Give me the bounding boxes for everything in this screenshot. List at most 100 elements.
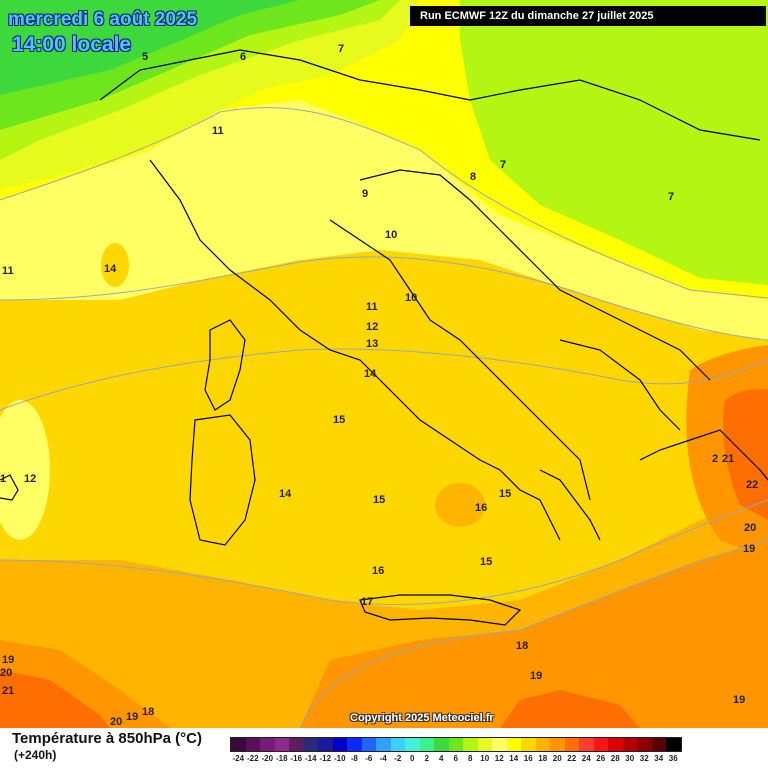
color-swatch — [463, 738, 478, 751]
color-swatch — [231, 738, 246, 751]
color-swatch — [434, 738, 449, 751]
map-value: 19 — [530, 670, 542, 682]
scale-tick-label: -6 — [365, 754, 373, 763]
map-value: 19 — [743, 543, 755, 555]
color-swatch — [245, 738, 260, 751]
scale-tick-label: 14 — [509, 754, 519, 763]
color-swatch — [666, 738, 681, 751]
map-value: 7 — [500, 159, 506, 171]
zone-22-south — [500, 690, 640, 728]
map-value: 15 — [373, 494, 385, 506]
forecast-date: mercredi 6 août 2025 — [8, 9, 198, 30]
scale-tick-label: 30 — [625, 754, 635, 763]
map-value: 8 — [470, 171, 476, 183]
scale-tick-label: 6 — [453, 754, 458, 763]
color-swatch — [303, 738, 318, 751]
map-value: 20 — [0, 667, 12, 679]
coastlines — [0, 49, 768, 626]
map-value: 12 — [24, 473, 36, 485]
map-value: 1 — [0, 473, 6, 485]
legend-footer: Température à 850hPa (°C) (+240h) -24 -22… — [0, 728, 768, 768]
scale-tick-label: 22 — [567, 754, 577, 763]
color-swatch — [361, 738, 376, 751]
zone-14-spot — [101, 243, 129, 287]
scale-tick-label: 2 — [424, 754, 429, 763]
color-swatch — [593, 738, 608, 751]
scale-tick-label: 28 — [610, 754, 620, 763]
color-swatch — [608, 738, 623, 751]
scale-tick-label: 4 — [439, 754, 444, 763]
isotherm-lines — [0, 107, 768, 728]
zone-22-sw — [0, 670, 110, 728]
map-value: 9 — [362, 188, 368, 200]
color-swatch — [637, 738, 652, 751]
map-value: 16 — [372, 565, 384, 577]
color-swatch — [477, 738, 492, 751]
zone-20 — [300, 540, 768, 728]
color-swatch — [347, 738, 362, 751]
scale-tick-label: -24 — [232, 754, 245, 763]
map-value: 12 — [366, 321, 378, 333]
map-value: 6 — [240, 51, 246, 63]
color-swatch — [492, 738, 507, 751]
zone-8-east — [460, 0, 768, 285]
color-swatch — [289, 738, 304, 751]
copyright-notice: Copyright 2025 Meteociel.fr — [350, 712, 494, 724]
scale-tick-label: 8 — [468, 754, 473, 763]
map-value: 2 — [712, 453, 718, 465]
scale-tick-label: -20 — [261, 754, 274, 763]
color-swatch — [332, 738, 347, 751]
map-value: 14 — [364, 368, 377, 380]
map-value: 19 — [2, 654, 14, 666]
map-value: 15 — [333, 414, 345, 426]
map-value: 21 — [2, 685, 14, 697]
scale-tick-label: 12 — [494, 754, 504, 763]
map-value: 19 — [126, 711, 138, 723]
scale-tick-label: 18 — [538, 754, 548, 763]
color-swatch — [564, 738, 579, 751]
color-swatch — [376, 738, 391, 751]
map-value: 7 — [668, 191, 674, 203]
color-swatch — [405, 738, 420, 751]
zone-22-east — [723, 389, 768, 520]
scale-tick-label: 0 — [410, 754, 415, 763]
map-value: 18 — [142, 706, 154, 718]
scale-tick-label: 34 — [654, 754, 664, 763]
color-swatch — [390, 738, 405, 751]
color-swatch — [506, 738, 521, 751]
scale-tick-label: -4 — [379, 754, 387, 763]
scale-tick-label: -16 — [290, 754, 303, 763]
color-swatch — [521, 738, 536, 751]
color-swatch — [419, 738, 434, 751]
scale-tick-label: 26 — [596, 754, 606, 763]
color-swatch — [448, 738, 463, 751]
map-value: 22 — [746, 479, 758, 491]
map-value: 13 — [366, 338, 378, 350]
map-value: 20 — [110, 716, 122, 728]
temperature-map: 5 6 7 11 8 7 7 9 10 10 11 14 11 12 13 14… — [0, 0, 768, 728]
scale-tick-label: 20 — [552, 754, 562, 763]
zone-16-spot — [435, 483, 485, 527]
map-value: 19 — [733, 694, 745, 706]
color-swatch — [535, 738, 550, 751]
model-run-banner: Run ECMWF 12Z du dimanche 27 juillet 202… — [410, 6, 766, 26]
color-scale — [230, 737, 682, 752]
zone-2 — [0, 0, 300, 95]
color-swatch — [622, 738, 637, 751]
map-value: 5 — [142, 51, 148, 63]
color-swatch — [260, 738, 275, 751]
scale-tick-label: 10 — [480, 754, 490, 763]
map-value: 11 — [366, 301, 378, 313]
scale-tick-label: -12 — [319, 754, 332, 763]
map-value: 11 — [212, 125, 224, 137]
scale-tick-label: -18 — [275, 754, 288, 763]
forecast-time: 14:00 locale — [12, 33, 132, 56]
map-value: 7 — [338, 43, 344, 55]
scale-tick-label: -8 — [350, 754, 358, 763]
color-swatch — [318, 738, 333, 751]
map-value: 15 — [480, 556, 492, 568]
map-value: 10 — [405, 292, 417, 304]
map-value: 20 — [744, 522, 756, 534]
map-value: 15 — [499, 488, 511, 500]
